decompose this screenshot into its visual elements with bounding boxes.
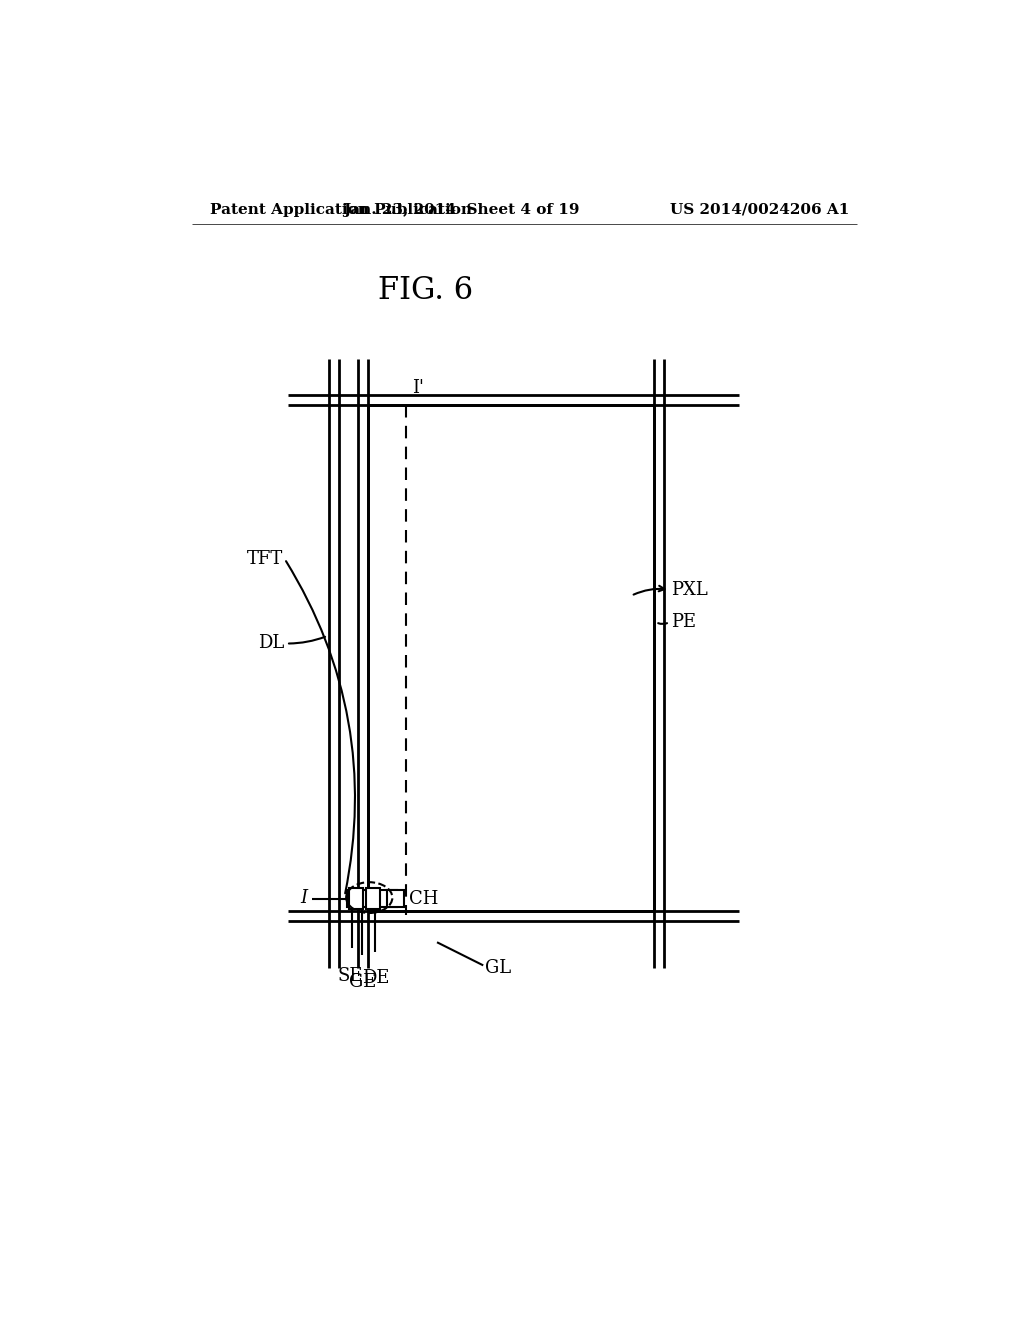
Text: FIG. 6: FIG. 6: [378, 276, 473, 306]
Bar: [367, 887, 380, 909]
Bar: [347, 890, 397, 907]
Text: I: I: [300, 888, 307, 907]
Text: Patent Application Publication: Patent Application Publication: [210, 203, 472, 216]
Text: I': I': [412, 379, 424, 397]
Text: DL: DL: [258, 635, 285, 652]
Text: GE: GE: [348, 973, 376, 991]
Text: GL: GL: [484, 960, 511, 977]
Text: SE: SE: [337, 966, 362, 985]
Bar: [349, 887, 364, 909]
Text: PXL: PXL: [671, 581, 708, 598]
Text: US 2014/0024206 A1: US 2014/0024206 A1: [670, 203, 849, 216]
Text: Jan. 23, 2014  Sheet 4 of 19: Jan. 23, 2014 Sheet 4 of 19: [343, 203, 580, 216]
Text: DE: DE: [362, 969, 390, 987]
Text: PE: PE: [671, 612, 696, 631]
Bar: [387, 890, 403, 907]
Text: TFT: TFT: [247, 550, 283, 568]
Text: CH: CH: [410, 890, 438, 908]
